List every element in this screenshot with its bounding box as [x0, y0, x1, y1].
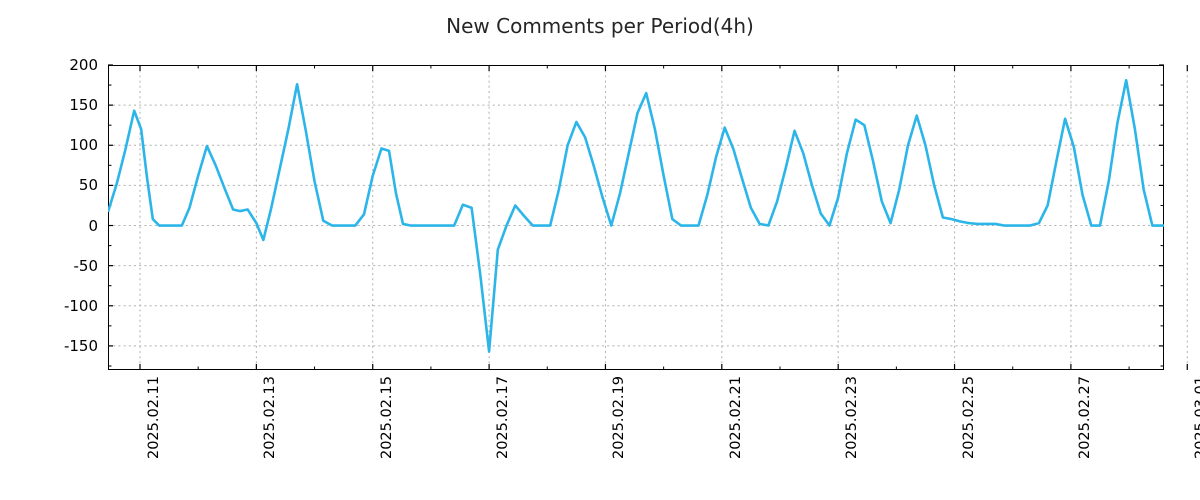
y-tick-label: 50 [78, 176, 98, 195]
y-tick-label: 100 [69, 136, 98, 155]
plot-frame [108, 65, 1164, 370]
x-tick-label: 2025.02.23 [844, 376, 861, 460]
plot-area [108, 65, 1164, 370]
y-tick-label: 200 [69, 56, 98, 74]
x-tick-label: 2025.02.25 [960, 376, 977, 460]
y-tick-label: -100 [63, 296, 98, 315]
x-tick-label: 2025.02.27 [1076, 376, 1093, 460]
x-tick-label: 2025.02.17 [495, 376, 512, 460]
y-tick-label: -150 [63, 336, 98, 355]
x-tick-label: 2025.03.01 [1193, 376, 1200, 460]
x-tick-label: 2025.02.11 [146, 376, 162, 460]
x-tick-label: 2025.02.15 [378, 376, 395, 460]
x-tick-label: 2025.02.13 [262, 376, 279, 460]
y-tick-label: 150 [69, 96, 98, 115]
y-tick-label: 0 [88, 216, 98, 235]
x-tick-label: 2025.02.21 [727, 376, 744, 460]
x-tick-label: 2025.02.19 [611, 376, 628, 460]
chart-title: New Comments per Period(4h) [446, 14, 754, 38]
y-tick-label: -50 [73, 256, 99, 275]
